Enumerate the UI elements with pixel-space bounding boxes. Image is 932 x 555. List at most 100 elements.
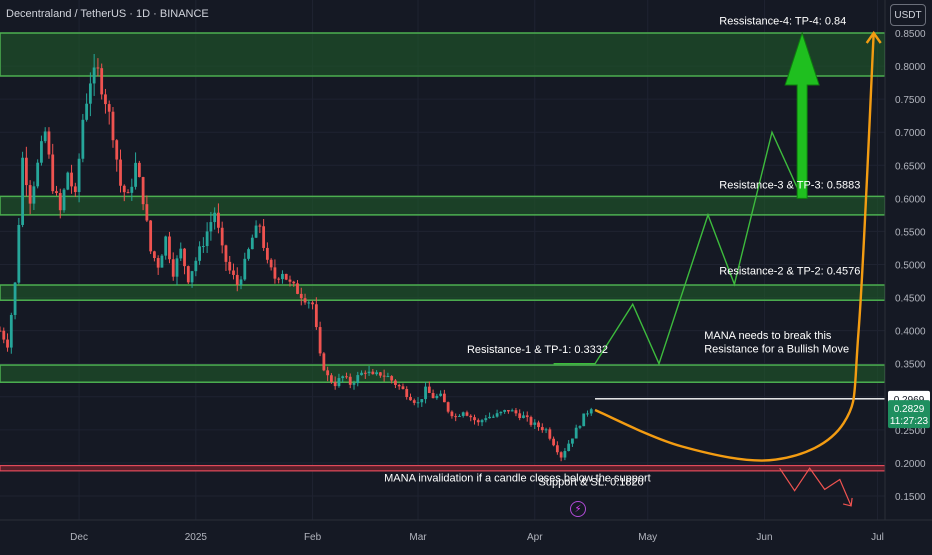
candle-body [299,293,303,299]
candle [390,375,394,384]
candle [296,280,299,295]
candle [555,441,559,455]
candle [582,413,586,427]
candle [454,413,458,422]
bearish-path [779,467,853,507]
candle [431,389,435,399]
candle-body [514,410,518,414]
candle-body [442,393,446,403]
candle-body [303,298,307,303]
currency-button[interactable]: USDT [890,4,926,26]
candle-body [179,248,183,259]
annotation-r1: Resistance-1 & TP-1: 0.3332 [467,344,608,356]
candle [149,220,153,255]
candle [427,381,431,394]
candle [461,411,465,418]
candle [175,255,179,286]
candle [40,135,43,166]
time-tick: Apr [527,532,543,543]
candle [141,176,145,211]
candle [130,178,134,201]
price-tick: 0.3500 [895,360,926,371]
candle [537,420,540,431]
price-tick: 0.4500 [895,294,926,305]
candle [24,146,28,197]
price-axis[interactable]: 0.8500 0.8000 0.7500 0.7000 0.6500 0.6000 0.55… [895,29,926,503]
candle-body [77,158,81,193]
candle [578,425,582,430]
candle [522,411,525,419]
orange-projection-curve [594,30,882,462]
candle [540,423,544,433]
candle-body [454,416,458,418]
candle-body [100,68,104,95]
candle-body [258,225,262,227]
candle [258,223,262,234]
candle [533,419,537,430]
candle [559,451,563,462]
price-tick: 0.2500 [895,426,926,437]
candle-body [115,140,119,160]
candle-body [390,376,394,381]
candle-body [330,375,333,382]
candle-body [104,94,107,105]
candle [371,368,375,375]
time-axis[interactable]: Dec 2025 Feb Mar Apr May Jun Jul [70,532,884,543]
candle [119,149,122,193]
candle-body [363,372,367,374]
candle [235,267,239,292]
candle [73,182,77,197]
price-tick: 0.7000 [895,128,926,139]
candle [111,107,115,148]
candle [115,139,119,172]
candle-body [164,236,168,256]
projection-zigzag [553,130,803,366]
candle-body [525,415,529,418]
candle-body [277,278,281,280]
candle-body [43,131,47,142]
candle-body [175,258,179,277]
candle-body [134,162,137,187]
candle [548,427,552,441]
candle [58,188,62,219]
candle-body [405,389,409,398]
candle [314,297,318,330]
candle-body [574,427,578,439]
candle [269,258,273,271]
candle [394,379,397,389]
candle-body [589,409,593,414]
candle [333,376,337,390]
candle [153,250,156,262]
candle [88,72,92,117]
candle-body [352,383,356,385]
annotations: Ressistance-4: TP-4: 0.84 Resistance-3 & … [384,15,860,488]
candle-body [431,392,435,399]
price-tick: 0.4000 [895,327,926,338]
candle [567,440,571,452]
candle [281,270,284,284]
bearish-arrowhead [842,497,853,507]
candle-body [153,251,156,259]
candle [458,414,461,417]
candle [514,407,518,417]
candle-body [435,395,439,399]
candle [367,365,371,376]
candle-body [243,258,247,280]
candle-body [563,451,567,458]
price-tick: 0.8000 [895,62,926,73]
annotation-invalid: MANA invalidation if a candle closes bel… [384,472,651,484]
candle-body [171,259,175,277]
lightning-icon[interactable]: ⚡ [570,501,586,517]
candle-body [40,141,43,163]
candle [36,159,40,189]
candle [375,370,378,376]
candle [525,411,529,422]
candle-body [126,192,130,194]
candle-body [495,413,499,417]
price-tick: 0.1500 [895,492,926,503]
candle-body [17,224,21,283]
candle-body [284,273,288,280]
candle [303,293,307,305]
